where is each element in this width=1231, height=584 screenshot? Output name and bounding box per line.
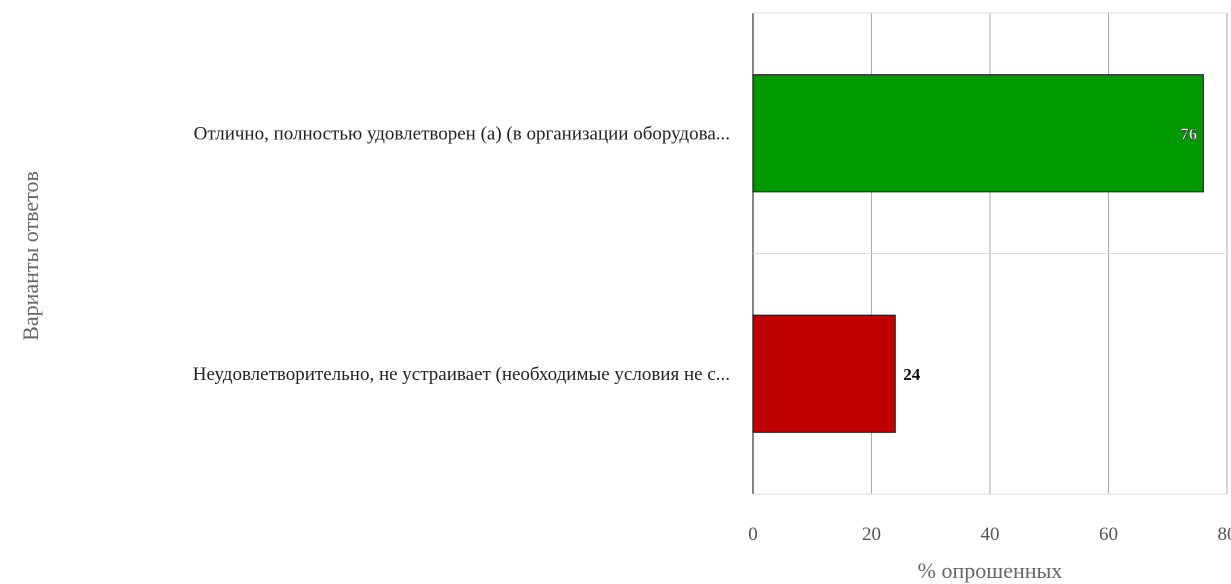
bar bbox=[752, 74, 1204, 193]
data-labels: 76 24 bbox=[903, 124, 1197, 384]
x-tick-label: 60 bbox=[1099, 524, 1118, 545]
data-label: 76 bbox=[1180, 124, 1197, 143]
category-label: Отлично, полностью удовлетворен (а) (в о… bbox=[194, 123, 730, 144]
category-label: Неудовлетворительно, не устраивает (необ… bbox=[193, 364, 730, 385]
x-tick-labels: 0 20 40 60 80 bbox=[748, 524, 1231, 545]
bar bbox=[752, 314, 896, 433]
y-axis-title: Варианты ответов bbox=[18, 171, 43, 341]
x-tick-label: 0 bbox=[748, 524, 758, 545]
x-tick-label: 80 bbox=[1218, 524, 1231, 545]
x-tick-label: 40 bbox=[981, 524, 1000, 545]
data-label: 24 bbox=[903, 365, 921, 384]
x-axis-title: % опрошенных bbox=[918, 558, 1063, 583]
x-tick-label: 20 bbox=[862, 524, 881, 545]
category-labels: Отлично, полностью удовлетворен (а) (в о… bbox=[193, 123, 730, 385]
bars bbox=[752, 74, 1204, 433]
